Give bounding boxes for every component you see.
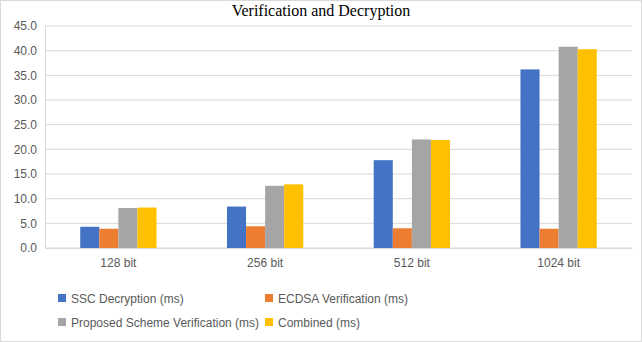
bar [227, 207, 246, 248]
bar [284, 184, 303, 248]
bar [246, 226, 265, 248]
legend-swatch [58, 294, 66, 302]
legend: SSC Decryption (ms) ECDSA Verification (m… [58, 292, 408, 330]
y-tick-label: 35.0 [14, 69, 38, 83]
y-tick-label: 5.0 [20, 217, 37, 231]
bar [431, 140, 450, 248]
legend-swatch [58, 318, 66, 326]
y-tick: 25.0 [14, 118, 38, 132]
bar [559, 47, 578, 248]
series [99, 226, 558, 248]
legend-item: ECDSA Verification (ms) [265, 292, 408, 306]
x-tick: 512 bit [394, 256, 431, 270]
series [137, 49, 596, 248]
x-tick-label: 256 bit [247, 256, 284, 270]
chart-border [1, 1, 642, 342]
legend-label: Combined (ms) [278, 316, 360, 330]
legend-item: Proposed Scheme Verification (ms) [58, 316, 259, 330]
plot: 0.0 5.0 10.0 15.0 20.0 25.0 30.0 35.0 40.0 45.0 12… [14, 19, 633, 269]
legend-label: Proposed Scheme Verification (ms) [71, 316, 259, 330]
y-tick: 0.0 [20, 241, 37, 255]
bar [80, 227, 99, 248]
grid-line [45, 75, 632, 76]
title: Verification and Decryption [232, 2, 411, 20]
grid-line [45, 198, 632, 199]
y-tick-label: 45.0 [14, 19, 38, 33]
x-axis: 128 bit 256 bit 512 bit 1024 bit [46, 249, 633, 270]
y-tick: 20.0 [14, 143, 38, 157]
bar [393, 228, 412, 248]
bar [265, 186, 284, 248]
bar [137, 208, 156, 248]
bar [540, 229, 559, 248]
y-tick-label: 25.0 [14, 118, 38, 132]
legend-item: SSC Decryption (ms) [58, 292, 184, 306]
legend-item: Combined (ms) [265, 316, 360, 330]
y-tick: 35.0 [14, 69, 38, 83]
grid-line [45, 174, 632, 175]
grid-line [45, 100, 632, 101]
bar [374, 160, 393, 248]
y-tick-label: 20.0 [14, 143, 38, 157]
x-axis-line [46, 248, 633, 249]
x-tick-label: 128 bit [100, 256, 137, 270]
bars [80, 47, 597, 248]
y-tick: 5.0 [20, 217, 37, 231]
bar [118, 208, 137, 248]
y-tick: 40.0 [14, 44, 38, 58]
grid-line [45, 26, 632, 27]
series [118, 47, 577, 248]
y-tick-label: 10.0 [14, 192, 38, 206]
y-tick: 45.0 [14, 19, 38, 33]
y-axis-line [45, 27, 46, 249]
grid-line [45, 50, 632, 51]
grid-line [45, 149, 632, 150]
x-tick: 256 bit [247, 256, 284, 270]
grid [45, 26, 632, 248]
y-tick: 30.0 [14, 93, 38, 107]
y-tick-label: 0.0 [20, 241, 37, 255]
series [80, 69, 539, 248]
legend-label: ECDSA Verification (ms) [278, 292, 408, 306]
x-tick-label: 512 bit [394, 256, 431, 270]
y-tick-label: 40.0 [14, 44, 38, 58]
bar [578, 49, 597, 248]
x-tick: 128 bit [100, 256, 137, 270]
bar [99, 229, 118, 248]
bar [412, 139, 431, 248]
grid-line [45, 124, 632, 125]
y-axis: 0.0 5.0 10.0 15.0 20.0 25.0 30.0 35.0 40.0 45.0 [14, 19, 46, 255]
legend-swatch [265, 294, 273, 302]
chart: Verification and Decryption 0.0 5.0 10.0 15.… [0, 0, 642, 342]
y-tick-label: 30.0 [14, 93, 38, 107]
bar [520, 69, 539, 248]
x-tick: 1024 bit [537, 256, 580, 270]
y-tick: 15.0 [14, 167, 38, 181]
x-tick-label: 1024 bit [537, 256, 580, 270]
legend-swatch [265, 318, 273, 326]
y-tick-label: 15.0 [14, 167, 38, 181]
y-tick: 10.0 [14, 192, 38, 206]
legend-label: SSC Decryption (ms) [71, 292, 184, 306]
